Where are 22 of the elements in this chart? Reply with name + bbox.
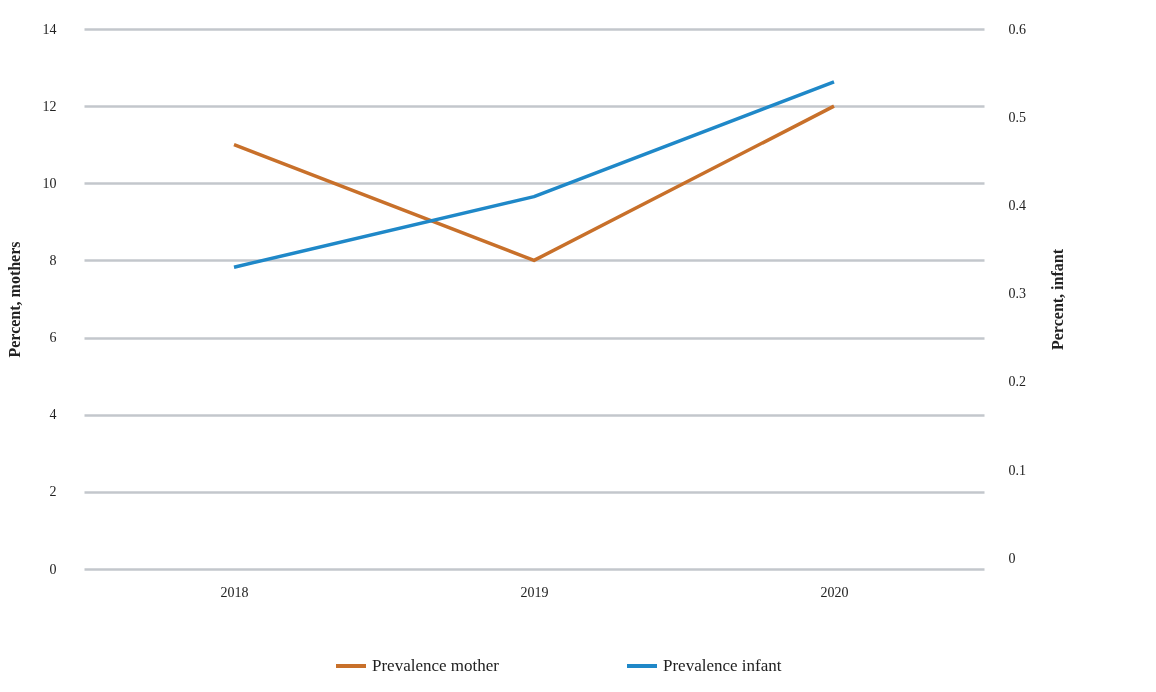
x-tick-label: 2019	[520, 584, 549, 600]
legend-label: Prevalence infant	[663, 656, 782, 675]
y2-tick-label: 0.1	[1008, 462, 1026, 478]
y-tick-label: 2	[49, 484, 57, 500]
y2-tick-label: 0.4	[1008, 197, 1026, 213]
y-tick-label: 12	[42, 98, 57, 114]
y2-axis-title: Percent, infant	[1049, 248, 1066, 351]
y-tick-label: 10	[42, 175, 57, 191]
x-tick-label: 2020	[820, 584, 849, 600]
y2-tick-label: 0.5	[1008, 109, 1026, 125]
y2-tick-label: 0	[1008, 550, 1016, 566]
y-axis-title: Percent, mothers	[5, 241, 23, 358]
y-tick-label: 8	[49, 252, 57, 268]
y-tick-label: 14	[42, 21, 57, 37]
y-tick-label: 4	[49, 407, 57, 423]
legend-label: Prevalence mother	[372, 656, 500, 675]
y2-tick-label: 0.3	[1008, 286, 1026, 302]
y-tick-label: 0	[49, 561, 57, 577]
y2-tick-label: 0.2	[1008, 374, 1026, 390]
y-tick-label: 6	[49, 330, 57, 346]
y2-tick-label: 0.6	[1008, 21, 1026, 37]
x-tick-label: 2018	[220, 584, 249, 600]
